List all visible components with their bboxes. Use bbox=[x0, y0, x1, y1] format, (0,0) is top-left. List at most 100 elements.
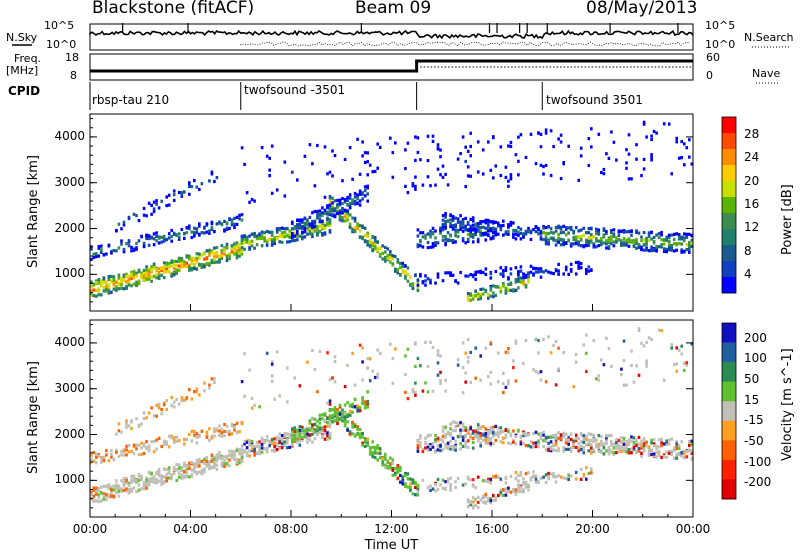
heatmap-cell bbox=[562, 351, 565, 355]
heatmap-cell bbox=[346, 218, 349, 222]
heatmap-cell bbox=[326, 210, 329, 214]
heatmap-cell bbox=[283, 440, 287, 444]
heatmap-cell bbox=[353, 191, 357, 196]
heatmap-cell bbox=[625, 161, 628, 165]
y-axis-label-1: Slant Range [km] bbox=[26, 154, 41, 268]
heatmap-cell bbox=[424, 340, 427, 344]
heatmap-cell bbox=[180, 194, 184, 198]
heatmap-cell bbox=[481, 270, 485, 275]
heatmap-cell bbox=[358, 199, 362, 203]
heatmap-cell bbox=[662, 242, 666, 246]
heatmap-cell bbox=[577, 265, 580, 269]
heatmap-cell bbox=[615, 446, 618, 450]
heatmap-cell bbox=[479, 441, 482, 445]
heatmap-cell bbox=[130, 489, 133, 493]
heatmap-cell bbox=[539, 163, 543, 167]
heatmap-cell bbox=[318, 218, 322, 222]
heatmap-cell bbox=[130, 245, 133, 249]
heatmap-cell bbox=[414, 364, 417, 368]
heatmap-cell bbox=[283, 227, 287, 231]
heatmap-cell bbox=[363, 160, 367, 165]
heatmap-cell bbox=[625, 230, 628, 234]
heatmap-cell bbox=[446, 271, 450, 275]
heatmap-cell bbox=[396, 267, 400, 272]
heatmap-cell bbox=[429, 444, 432, 449]
heatmap-cell bbox=[137, 483, 141, 487]
heatmap-cell bbox=[562, 243, 565, 247]
heatmap-cell bbox=[479, 432, 482, 436]
heatmap-cell bbox=[172, 400, 176, 404]
heatmap-cell bbox=[409, 482, 412, 486]
heatmap-cell bbox=[411, 492, 415, 496]
heatmap-cell bbox=[451, 445, 455, 449]
heatmap-cell bbox=[492, 494, 495, 498]
heatmap-cell bbox=[542, 231, 545, 235]
heatmap-cell bbox=[590, 233, 593, 237]
heatmap-cell bbox=[265, 438, 269, 443]
heatmap-cell bbox=[622, 358, 626, 363]
heatmap-cell bbox=[389, 256, 392, 260]
heatmap-cell bbox=[464, 426, 467, 430]
heatmap-cell bbox=[92, 283, 96, 287]
heatmap-cell bbox=[135, 271, 138, 275]
heatmap-cell bbox=[185, 467, 189, 471]
heatmap-cell bbox=[585, 271, 588, 275]
heatmap-cell bbox=[177, 232, 181, 236]
heatmap-cell bbox=[240, 240, 244, 244]
heatmap-cell bbox=[607, 434, 611, 438]
heatmap-cell bbox=[667, 248, 671, 252]
heatmap-cell bbox=[203, 231, 206, 235]
heatmap-cell bbox=[193, 234, 196, 238]
heatmap-cell bbox=[185, 396, 189, 400]
heatmap-cell bbox=[147, 449, 151, 453]
heatmap-cell bbox=[306, 221, 309, 225]
heatmap-cell bbox=[120, 286, 123, 291]
heatmap-cell bbox=[517, 225, 520, 230]
heatmap-cell bbox=[326, 172, 329, 176]
heatmap-cell bbox=[637, 231, 641, 235]
nsearch-label: N.Search bbox=[744, 31, 794, 44]
nsky-line bbox=[89, 29, 694, 40]
heatmap-cell bbox=[459, 442, 462, 446]
heatmap-cell bbox=[615, 158, 618, 162]
heatmap-cell bbox=[336, 205, 339, 209]
heatmap-cell bbox=[527, 275, 530, 279]
heatmap-cell bbox=[220, 456, 224, 460]
heatmap-cell bbox=[610, 364, 613, 368]
heatmap-cell bbox=[110, 455, 113, 459]
heatmap-cell bbox=[253, 444, 256, 449]
heatmap-cell bbox=[690, 451, 694, 455]
heatmap-cell bbox=[162, 265, 166, 269]
heatmap-cell bbox=[188, 461, 191, 465]
heatmap-cell bbox=[328, 199, 332, 203]
heatmap-cell bbox=[517, 479, 520, 483]
heatmap-cell bbox=[527, 444, 530, 448]
heatmap-cell bbox=[220, 427, 224, 431]
heatmap-cell bbox=[466, 292, 470, 296]
heatmap-cell bbox=[640, 341, 643, 345]
cpid-segment-3: twofsound 3501 bbox=[546, 93, 643, 107]
heatmap-cell bbox=[162, 475, 166, 479]
heatmap-cell bbox=[298, 226, 302, 230]
heatmap-cell bbox=[464, 371, 467, 375]
heatmap-cell bbox=[308, 433, 312, 437]
heatmap-cell bbox=[672, 446, 676, 450]
heatmap-cell bbox=[579, 238, 583, 242]
heatmap-cell bbox=[343, 209, 347, 213]
freq-tick-bot: 8 bbox=[70, 69, 77, 82]
heatmap-cell bbox=[489, 499, 493, 503]
heatmap-cell bbox=[479, 297, 482, 301]
heatmap-cell bbox=[270, 362, 274, 366]
heatmap-cell bbox=[494, 233, 498, 237]
heatmap-cell bbox=[147, 411, 151, 415]
heatmap-cell bbox=[461, 135, 465, 139]
heatmap-cell bbox=[492, 428, 495, 432]
heatmap-cell bbox=[562, 230, 565, 234]
heatmap-cell bbox=[328, 419, 332, 423]
heatmap-cell bbox=[514, 379, 518, 383]
heatmap-cell bbox=[155, 403, 158, 407]
heatmap-cell bbox=[225, 424, 229, 428]
heatmap-cell bbox=[660, 437, 663, 441]
heatmap-cell bbox=[185, 261, 189, 265]
heatmap-cell bbox=[198, 458, 201, 462]
